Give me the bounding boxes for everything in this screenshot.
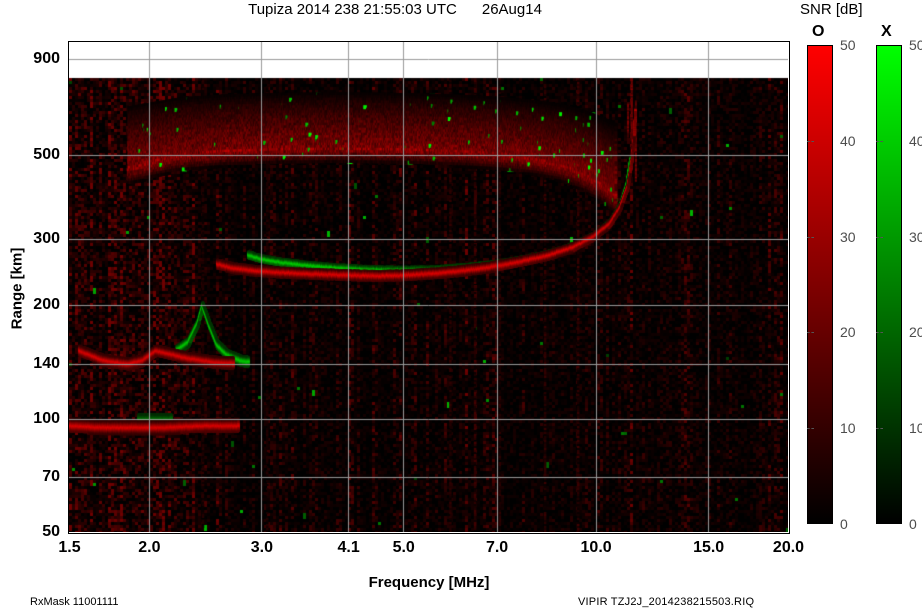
colorbar-o-mode-label: O bbox=[812, 23, 825, 40]
colorbar-tick-label: 10 bbox=[840, 420, 856, 437]
y-axis-ticks: 900 500 300 200 140 100 70 50 bbox=[0, 0, 60, 614]
page-title: Tupiza 2014 238 21:55:03 UTC 26Aug14 bbox=[248, 1, 542, 18]
x-tick-label: 20.0 bbox=[772, 539, 805, 556]
x-tick-label: 15.0 bbox=[693, 539, 725, 556]
colorbar-tick-mark bbox=[876, 140, 883, 142]
colorbar-tick-label: 50 bbox=[909, 37, 922, 53]
colorbar-title: SNR [dB] bbox=[800, 1, 863, 18]
colorbar-tick-label: 50 bbox=[840, 37, 856, 53]
rxmask-label: RxMask 11001111 bbox=[30, 596, 119, 608]
colorbar-tick-label: 30 bbox=[840, 228, 856, 245]
ionogram-data-canvas bbox=[69, 42, 788, 532]
y-tick-label: 300 bbox=[33, 229, 60, 247]
colorbar-tick-label: 20 bbox=[909, 324, 922, 341]
colorbar-tick-mark bbox=[807, 332, 814, 334]
colorbar-tick-mark bbox=[876, 428, 883, 430]
y-tick-label: 140 bbox=[33, 354, 60, 372]
colorbar-tick-label: 30 bbox=[909, 228, 922, 245]
colorbar-tick-mark bbox=[807, 140, 814, 142]
y-tick-label: 100 bbox=[33, 409, 60, 427]
colorbar-tick-label: 0 bbox=[840, 516, 848, 532]
x-tick-label: 2.0 bbox=[138, 539, 161, 556]
x-tick-label: 3.0 bbox=[250, 539, 274, 556]
colorbar-tick-mark bbox=[876, 236, 883, 238]
colorbar-tick-label: 0 bbox=[909, 516, 917, 532]
y-tick-label: 200 bbox=[33, 296, 60, 314]
ionogram-plot-area[interactable] bbox=[68, 41, 790, 534]
y-tick-label: 500 bbox=[33, 146, 60, 164]
y-tick-label: 900 bbox=[33, 50, 60, 68]
colorbar-tick-label: 10 bbox=[909, 420, 922, 437]
x-tick-label: 4.1 bbox=[337, 539, 360, 556]
colorbar-tick-mark bbox=[807, 236, 814, 238]
y-tick-label: 50 bbox=[42, 523, 60, 540]
x-tick-label: 10.0 bbox=[580, 539, 612, 556]
colorbar-tick-mark bbox=[876, 332, 883, 334]
x-tick-label: 1.5 bbox=[58, 539, 81, 556]
riq-file-label: VIPIR TZJ2J_2014238215503.RIQ bbox=[578, 596, 755, 608]
y-axis-label: Range [km] bbox=[8, 247, 26, 330]
colorbar-x-mode bbox=[876, 45, 902, 524]
y-tick-label: 70 bbox=[42, 467, 60, 485]
colorbar-tick-label: 40 bbox=[840, 132, 856, 149]
colorbar-x-mode-label: X bbox=[881, 23, 892, 40]
colorbar-tick-label: 40 bbox=[909, 132, 922, 149]
x-tick-label: 5.0 bbox=[392, 539, 415, 556]
colorbar-tick-mark bbox=[807, 428, 814, 430]
x-axis-label: Frequency [MHz] bbox=[368, 574, 490, 591]
x-tick-label: 7.0 bbox=[485, 539, 509, 556]
colorbar-tick-label: 20 bbox=[840, 324, 856, 341]
colorbar-o-mode bbox=[807, 45, 833, 524]
